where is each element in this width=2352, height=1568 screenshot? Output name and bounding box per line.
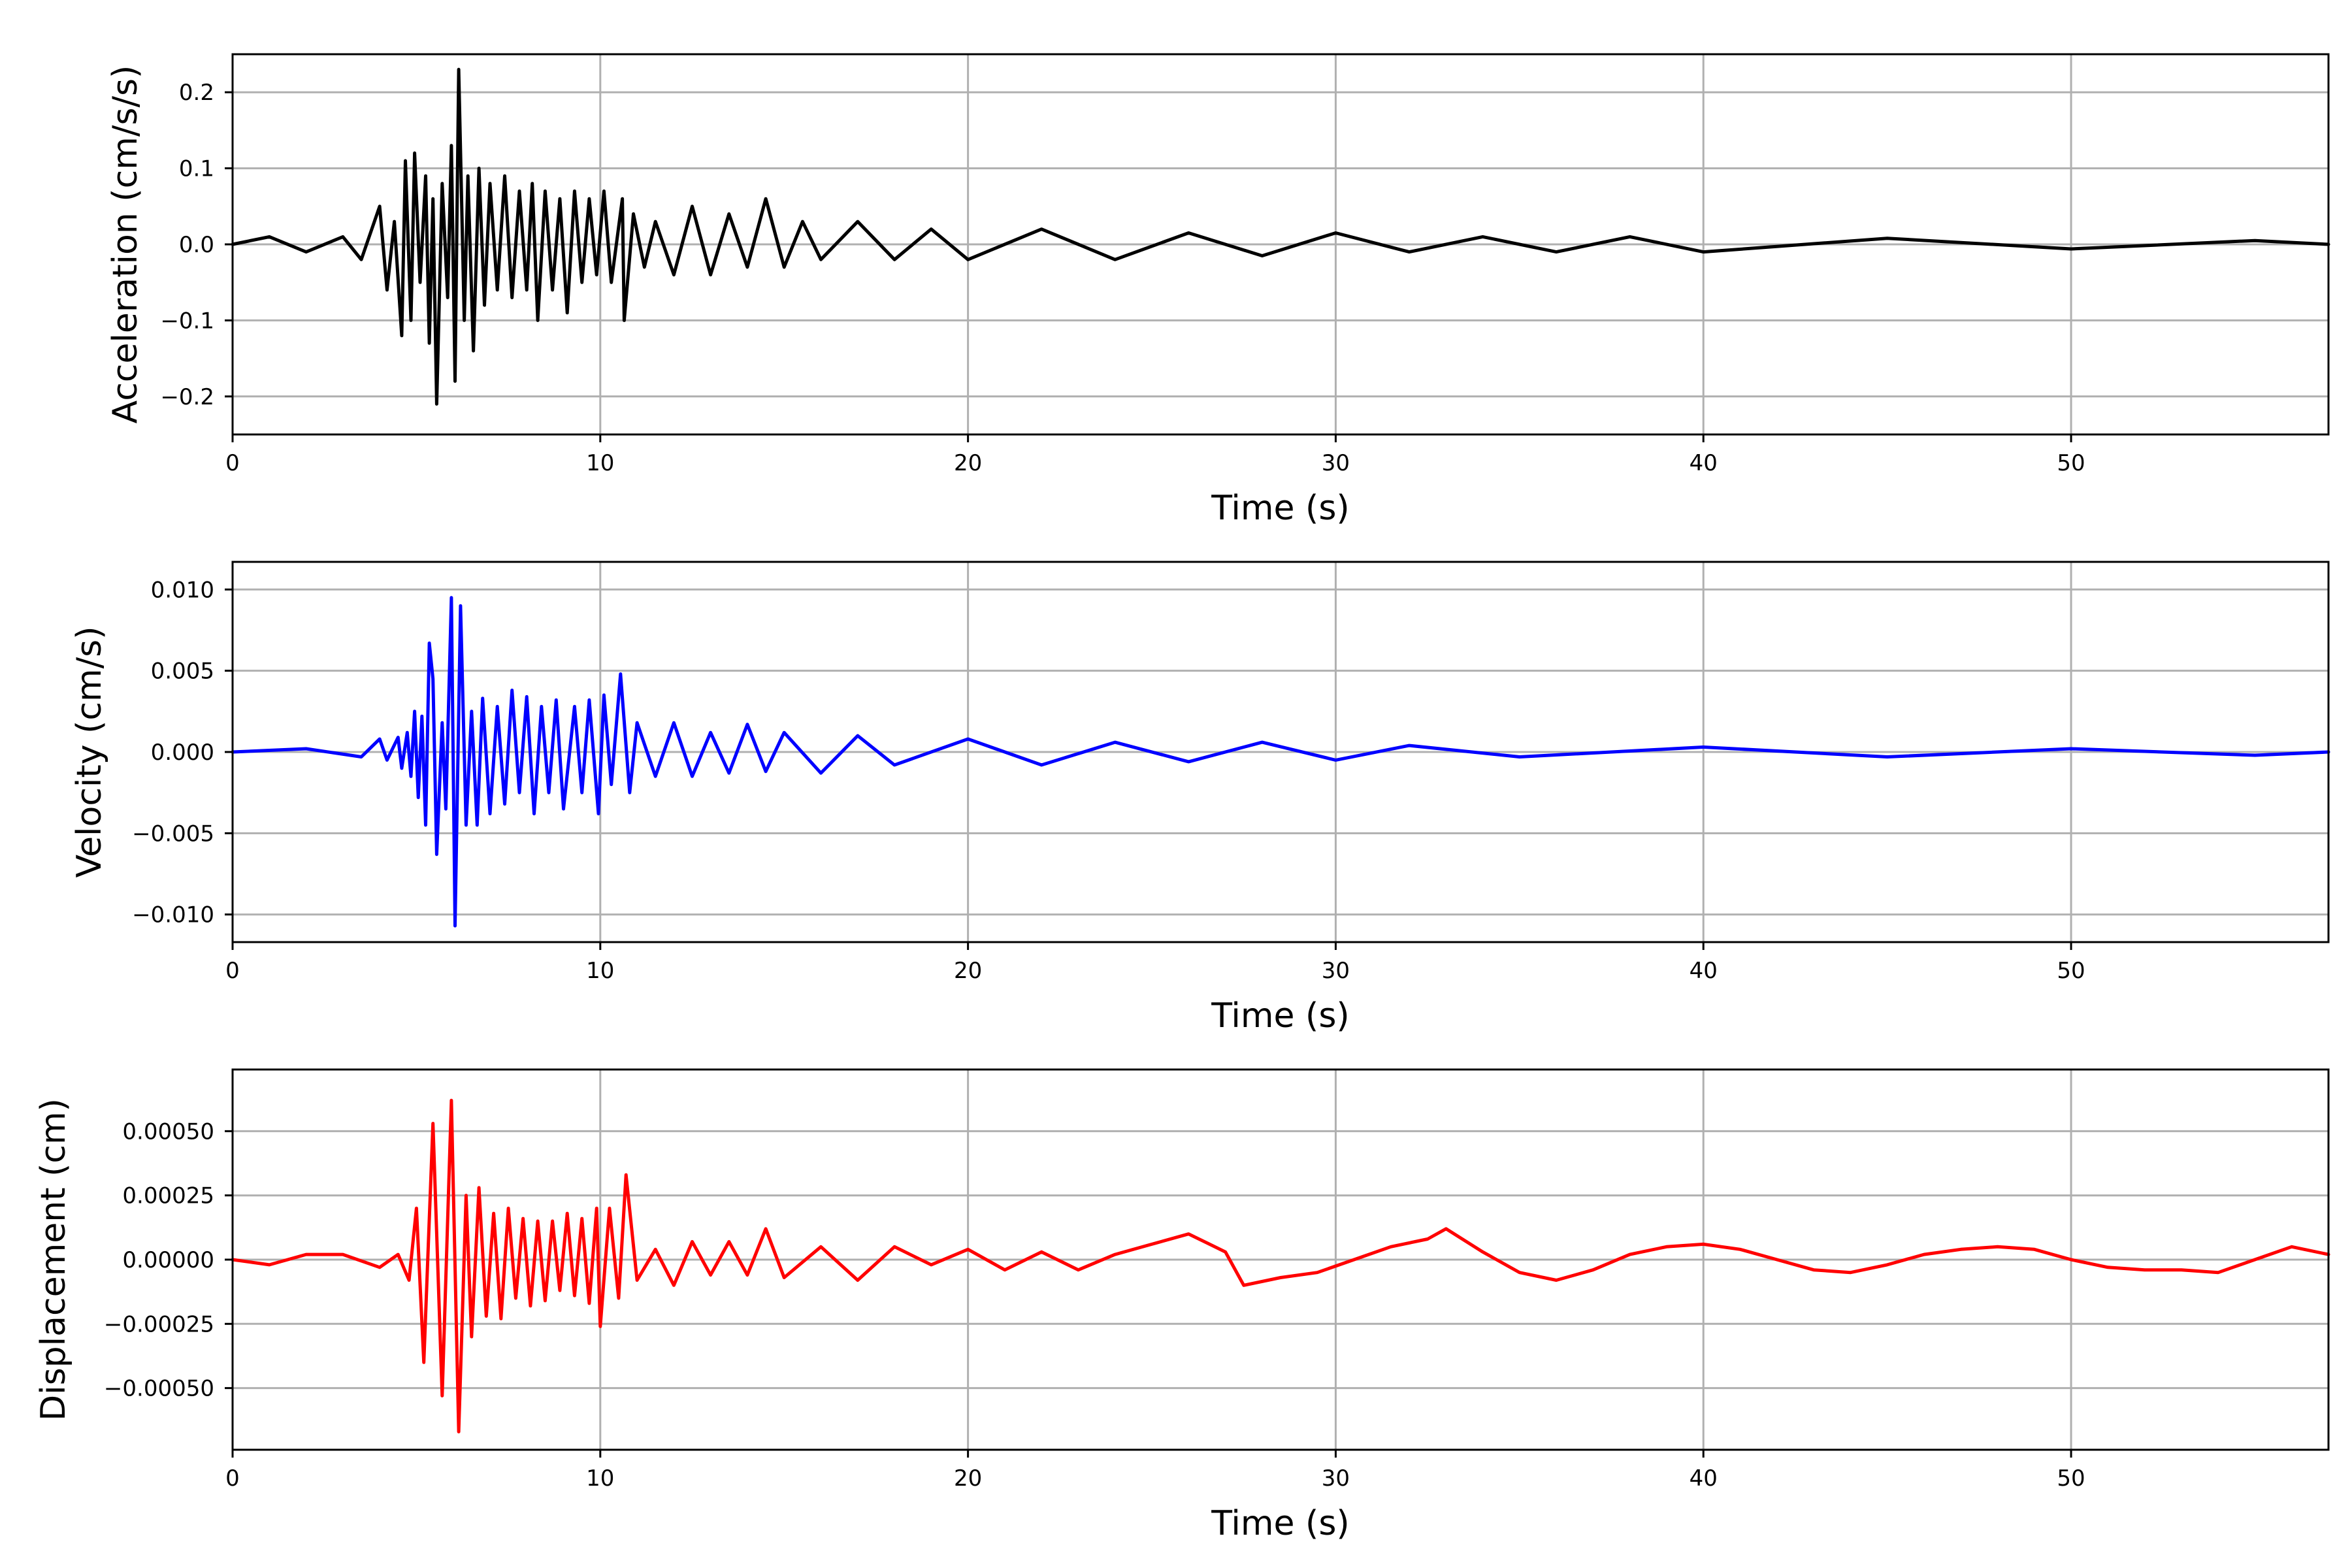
acceleration-x-tick-label: 30	[1322, 450, 1350, 476]
acceleration-x-tick-label: 40	[1690, 450, 1718, 476]
acceleration-y-tick-label: −0.2	[160, 384, 214, 410]
displacement-panel: 0 10 20 30 40 50 −0.00050 −0.00025 0.00000 0.000…	[34, 1068, 2330, 1543]
displacement-y-tick-label: 0.00000	[122, 1247, 214, 1273]
velocity-y-tick-label: −0.005	[132, 821, 214, 847]
acceleration-y-tick-label: 0.1	[179, 156, 214, 182]
displacement-y-ticks: −0.00050 −0.00025 0.00000 0.00025 0.00050	[104, 1119, 233, 1402]
velocity-y-axis-label: Velocity (cm/s)	[70, 627, 109, 878]
velocity-y-tick-label: −0.010	[132, 902, 214, 928]
velocity-x-tick-label: 10	[586, 958, 614, 984]
velocity-y-tick-label: 0.010	[151, 577, 214, 603]
acceleration-x-tick-label: 20	[954, 450, 982, 476]
displacement-series-line	[231, 1098, 2330, 1433]
velocity-x-tick-label: 50	[2057, 958, 2085, 984]
acceleration-x-tick-label: 50	[2057, 450, 2085, 476]
displacement-x-tick-label: 40	[1690, 1465, 1718, 1492]
displacement-y-tick-label: 0.00050	[122, 1119, 214, 1145]
velocity-series-line	[231, 596, 2330, 928]
displacement-x-tick-label: 20	[954, 1465, 982, 1492]
velocity-y-tick-label: 0.005	[151, 659, 214, 685]
velocity-x-tick-label: 0	[225, 958, 240, 984]
displacement-x-ticks: 0 10 20 30 40 50	[225, 1450, 2085, 1492]
velocity-x-tick-label: 40	[1690, 958, 1718, 984]
velocity-panel: 0 10 20 30 40 50 −0.010−0.0050.0000.0050.010 …	[70, 561, 2330, 1036]
velocity-x-tick-label: 20	[954, 958, 982, 984]
displacement-x-tick-label: 10	[586, 1465, 614, 1492]
displacement-y-tick-label: 0.00025	[122, 1183, 214, 1209]
displacement-grid	[231, 1070, 2328, 1450]
displacement-x-tick-label: 30	[1322, 1465, 1350, 1492]
displacement-x-axis-label: Time (s)	[1211, 1504, 1349, 1543]
displacement-x-tick-label: 0	[225, 1465, 240, 1492]
acceleration-y-axis-label: Acceleration (cm/s/s)	[106, 65, 145, 424]
acceleration-x-axis-label: Time (s)	[1211, 489, 1349, 528]
displacement-series	[231, 1098, 2330, 1433]
displacement-y-tick-label: −0.00025	[104, 1311, 214, 1337]
velocity-x-ticks: 0 10 20 30 40 50	[225, 942, 2085, 984]
velocity-x-axis-label: Time (s)	[1211, 996, 1349, 1036]
velocity-y-tick-label: 0.000	[151, 740, 214, 766]
velocity-y-ticks: −0.010 −0.005 0.000 0.005 0.010	[132, 577, 233, 928]
acceleration-series	[231, 67, 2330, 406]
acceleration-y-tick-label: 0.2	[179, 80, 214, 106]
acceleration-y-ticks: −0.2 −0.1 0.0 0.1 0.2	[160, 80, 233, 410]
displacement-x-tick-label: 50	[2057, 1465, 2085, 1492]
velocity-series	[231, 596, 2330, 928]
acceleration-series-line	[231, 67, 2330, 406]
velocity-grid	[231, 562, 2328, 942]
acceleration-y-tick-label: 0.0	[179, 232, 214, 258]
velocity-x-tick-label: 30	[1322, 958, 1350, 984]
acceleration-x-ticks: 0 10 20 30 40 50	[225, 434, 2085, 476]
displacement-y-tick-label: −0.00050	[104, 1376, 214, 1402]
acceleration-x-tick-label: 0	[225, 450, 240, 476]
acceleration-x-tick-label: 10	[586, 450, 614, 476]
displacement-y-axis-label: Displacement (cm)	[34, 1098, 73, 1421]
acceleration-y-tick-label: −0.1	[160, 308, 214, 334]
acceleration-panel: 0 10 20 30 40 50 −0.2 −0.1 0.0 0.1 0.2 Time (s) A…	[106, 53, 2330, 528]
